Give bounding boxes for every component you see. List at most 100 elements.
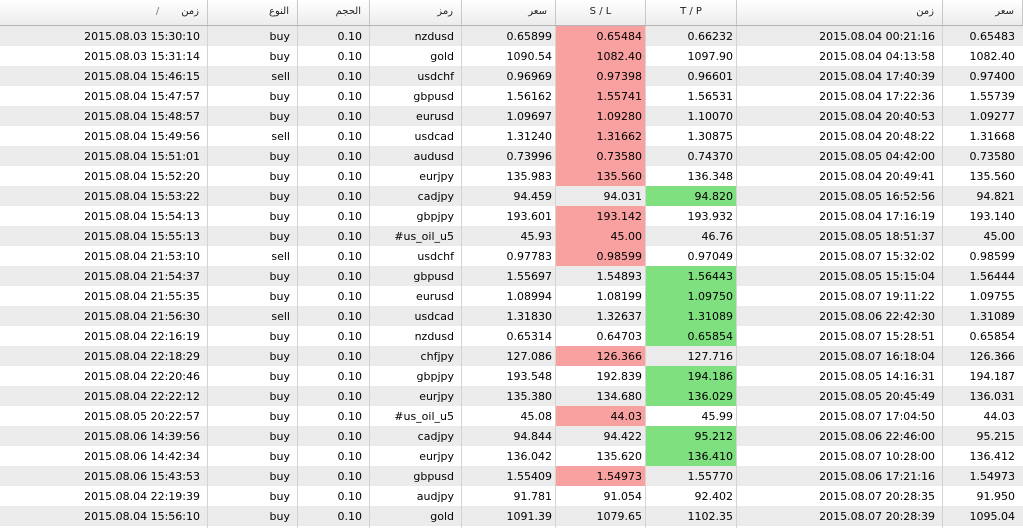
cell-type: sell <box>271 310 290 323</box>
cell-open-time: 2015.08.04 15:55:13 <box>84 230 200 243</box>
cell-take-profit: 1.55770 <box>687 470 734 483</box>
cell-open-time: 2015.08.04 21:54:37 <box>84 270 200 283</box>
cell-close-price: 94.821 <box>976 190 1016 203</box>
table-row[interactable]: 2015.08.03 15:30:10 buy 0.10 nzdusd 0.65899 0… <box>0 26 1023 46</box>
cell-take-profit: 1.56443 <box>646 266 737 286</box>
column-header-open-time[interactable]: / زمن <box>0 0 208 25</box>
cell-stop-loss: 91.054 <box>603 490 643 503</box>
cell-open-price: 193.548 <box>506 370 553 383</box>
column-header-symbol[interactable]: رمز <box>370 0 462 25</box>
cell-symbol: gbpusd <box>413 90 454 103</box>
table-row[interactable]: 2015.08.04 22:16:19 buy 0.10 nzdusd 0.65314 0… <box>0 326 1023 346</box>
cell-type: buy <box>269 290 290 303</box>
cell-close-price: 1.56444 <box>969 270 1016 283</box>
cell-symbol: audjpy <box>416 490 454 503</box>
cell-volume: 0.10 <box>337 270 363 283</box>
cell-type: buy <box>269 110 290 123</box>
cell-type: buy <box>269 150 290 163</box>
cell-open-price: 1091.39 <box>506 510 553 523</box>
cell-take-profit: 136.410 <box>646 446 737 466</box>
cell-stop-loss: 1079.65 <box>596 510 643 523</box>
table-header: / زمن النوع الحجم رمز سعر S / L T / P زمن… <box>0 0 1023 26</box>
table-row[interactable]: 2015.08.04 15:49:56 sell 0.10 usdcad 1.31240… <box>0 126 1023 146</box>
cell-close-price: 1.31668 <box>969 130 1016 143</box>
table-row[interactable]: 2015.08.04 22:22:12 buy 0.10 eurjpy 135.380 1… <box>0 386 1023 406</box>
table-row[interactable]: 2015.08.04 15:56:10 buy 0.10 gold 1091.39 107… <box>0 506 1023 526</box>
column-header-close-time[interactable]: زمن <box>737 0 943 25</box>
table-row[interactable]: 2015.08.04 21:56:30 sell 0.10 usdcad 1.31830… <box>0 306 1023 326</box>
table-row[interactable]: 2015.08.06 14:42:34 buy 0.10 eurjpy 136.042 1… <box>0 446 1023 466</box>
table-row[interactable]: 2015.08.04 22:20:46 buy 0.10 gbpjpy 193.548 1… <box>0 366 1023 386</box>
cell-close-price: 1082.40 <box>969 50 1016 63</box>
column-header-volume[interactable]: الحجم <box>298 0 370 25</box>
column-divider <box>942 26 943 528</box>
cell-volume: 0.10 <box>337 330 363 343</box>
cell-close-time: 2015.08.07 10:28:00 <box>819 450 935 463</box>
cell-open-time: 2015.08.03 15:30:10 <box>84 30 200 43</box>
cell-symbol: eurjpy <box>419 390 454 403</box>
table-row[interactable]: 2015.08.04 15:53:22 buy 0.10 cadjpy 94.459 94… <box>0 186 1023 206</box>
cell-type: buy <box>269 510 290 523</box>
cell-close-time: 2015.08.04 20:48:22 <box>819 130 935 143</box>
cell-volume: 0.10 <box>337 390 363 403</box>
cell-take-profit: 1.30875 <box>687 130 734 143</box>
table-row[interactable]: 2015.08.04 15:52:20 buy 0.10 eurjpy 135.983 1… <box>0 166 1023 186</box>
table-row[interactable]: 2015.08.04 21:54:37 buy 0.10 gbpusd 1.55697 1… <box>0 266 1023 286</box>
table-row[interactable]: 2015.08.04 22:19:39 buy 0.10 audjpy 91.781 91… <box>0 486 1023 506</box>
table-row[interactable]: 2015.08.04 21:55:35 buy 0.10 eurusd 1.08994 1… <box>0 286 1023 306</box>
table-row[interactable]: 2015.08.03 15:31:14 buy 0.10 gold 1090.54 108… <box>0 46 1023 66</box>
column-header-stop-loss[interactable]: S / L <box>556 0 646 25</box>
cell-type: buy <box>269 230 290 243</box>
cell-open-time: 2015.08.06 14:39:56 <box>84 430 200 443</box>
cell-open-price: 1.08994 <box>506 290 553 303</box>
cell-stop-loss: 0.65484 <box>556 26 646 46</box>
cell-open-time: 2015.08.04 21:55:35 <box>84 290 200 303</box>
cell-open-time: 2015.08.04 21:53:10 <box>84 250 200 263</box>
cell-volume: 0.10 <box>337 130 363 143</box>
column-header-take-profit[interactable]: T / P <box>646 0 737 25</box>
cell-close-time: 2015.08.04 17:16:19 <box>819 210 935 223</box>
cell-symbol: nzdusd <box>414 30 454 43</box>
cell-open-time: 2015.08.04 15:52:20 <box>84 170 200 183</box>
cell-take-profit: 0.97049 <box>687 250 734 263</box>
cell-symbol: #us_oil_u5 <box>394 410 454 423</box>
cell-volume: 0.10 <box>337 310 363 323</box>
table-row[interactable]: 2015.08.04 15:46:15 sell 0.10 usdchf 0.96969… <box>0 66 1023 86</box>
table-row[interactable]: 2015.08.04 22:18:29 buy 0.10 chfjpy 127.086 1… <box>0 346 1023 366</box>
cell-close-price: 1.31089 <box>969 310 1016 323</box>
table-row[interactable]: 2015.08.06 15:43:53 buy 0.10 gbpusd 1.55409 1… <box>0 466 1023 486</box>
column-header-open-price[interactable]: سعر <box>462 0 556 25</box>
column-header-type[interactable]: النوع <box>208 0 298 25</box>
cell-symbol: nzdusd <box>414 330 454 343</box>
cell-open-time: 2015.08.04 22:22:12 <box>84 390 200 403</box>
sort-indicator-icon: / <box>155 6 160 17</box>
cell-close-time: 2015.08.07 15:32:02 <box>819 250 935 263</box>
cell-close-price: 193.140 <box>969 210 1016 223</box>
cell-open-price: 45.93 <box>520 230 553 243</box>
table-row[interactable]: 2015.08.04 15:48:57 buy 0.10 eurusd 1.09697 1… <box>0 106 1023 126</box>
cell-take-profit: 127.716 <box>687 350 734 363</box>
table-row[interactable]: 2015.08.04 15:47:57 buy 0.10 gbpusd 1.56162 1… <box>0 86 1023 106</box>
cell-take-profit: 46.76 <box>701 230 734 243</box>
cell-open-price: 94.459 <box>513 190 553 203</box>
table-row[interactable]: 2015.08.06 14:39:56 buy 0.10 cadjpy 94.844 94… <box>0 426 1023 446</box>
cell-type: buy <box>269 270 290 283</box>
cell-close-time: 2015.08.04 17:40:39 <box>819 70 935 83</box>
table-row[interactable]: 2015.08.04 15:51:01 buy 0.10 audusd 0.73996 0… <box>0 146 1023 166</box>
table-row[interactable]: 2015.08.05 20:22:57 buy 0.10 #us_oil_u5 45.0… <box>0 406 1023 426</box>
column-divider <box>207 26 208 528</box>
table-row[interactable]: 2015.08.04 15:55:13 buy 0.10 #us_oil_u5 45.9… <box>0 226 1023 246</box>
cell-close-price: 0.98599 <box>969 250 1016 263</box>
cell-volume: 0.10 <box>337 510 363 523</box>
cell-volume: 0.10 <box>337 370 363 383</box>
column-header-close-price[interactable]: سعر <box>943 0 1023 25</box>
table-row[interactable]: 2015.08.04 21:53:10 sell 0.10 usdchf 0.97783… <box>0 246 1023 266</box>
cell-volume: 0.10 <box>337 230 363 243</box>
cell-symbol: usdcad <box>414 310 454 323</box>
cell-close-price: 1.09755 <box>969 290 1016 303</box>
cell-close-price: 0.65854 <box>969 330 1016 343</box>
cell-close-time: 2015.08.05 16:52:56 <box>819 190 935 203</box>
table-row[interactable]: 2015.08.04 15:54:13 buy 0.10 gbpjpy 193.601 1… <box>0 206 1023 226</box>
cell-take-profit: 136.348 <box>687 170 734 183</box>
cell-close-time: 2015.08.05 15:15:04 <box>819 270 935 283</box>
